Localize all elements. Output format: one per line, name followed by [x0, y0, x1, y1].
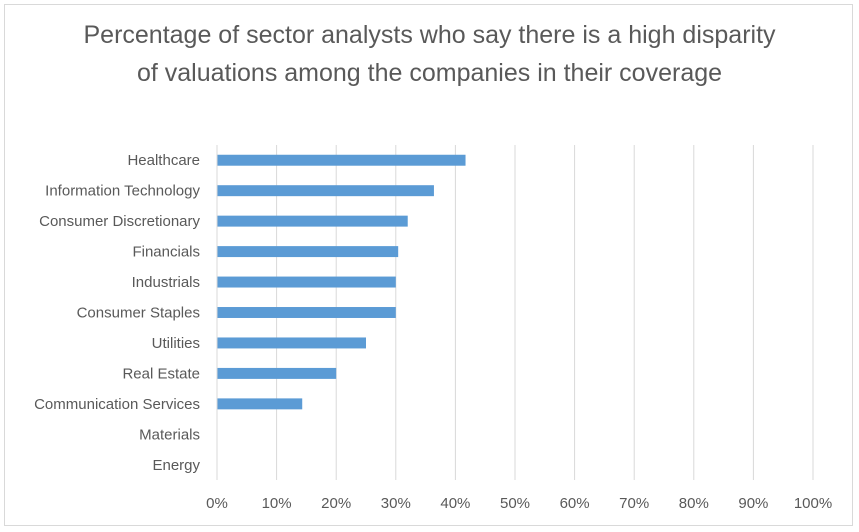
category-label: Information Technology [45, 183, 200, 200]
category-label: Communication Services [34, 396, 200, 413]
x-tick-label: 0% [206, 495, 228, 512]
category-label: Financials [132, 244, 200, 261]
x-tick-label: 20% [321, 495, 351, 512]
category-label: Utilities [152, 335, 200, 352]
bar [217, 246, 399, 258]
chart-title: Percentage of sector analysts who say th… [83, 21, 776, 87]
category-label: Energy [152, 457, 200, 474]
x-tick-label: 50% [500, 495, 530, 512]
bar [217, 215, 408, 227]
bar [217, 398, 303, 410]
bar [217, 154, 466, 166]
bar [217, 276, 396, 288]
x-tick-label: 10% [262, 495, 292, 512]
bar [217, 367, 337, 379]
x-tick-label: 70% [619, 495, 649, 512]
bar [217, 307, 396, 318]
bar [217, 337, 366, 349]
category-label: Healthcare [127, 152, 200, 169]
category-label: Real Estate [122, 365, 200, 382]
category-label: Consumer Discretionary [39, 213, 200, 230]
category-label: Consumer Staples [77, 305, 200, 322]
x-tick-label: 30% [381, 495, 411, 512]
x-tick-label: 90% [738, 495, 768, 512]
x-tick-label: 40% [440, 495, 470, 512]
x-tick-labels: 0% 10% 20% 30% 40% 50% 60% 70% 80% 90% 100% [206, 495, 832, 512]
category-labels: Healthcare Information Technology Consumer… [34, 152, 200, 474]
x-tick-label: 60% [560, 495, 590, 512]
x-tick-label: 80% [679, 495, 709, 512]
x-tick-label: 100% [794, 495, 832, 512]
bar [217, 185, 434, 197]
chart-frame [4, 4, 853, 526]
category-label: Industrials [132, 274, 200, 291]
category-label: Materials [139, 426, 200, 443]
bars [217, 154, 466, 410]
